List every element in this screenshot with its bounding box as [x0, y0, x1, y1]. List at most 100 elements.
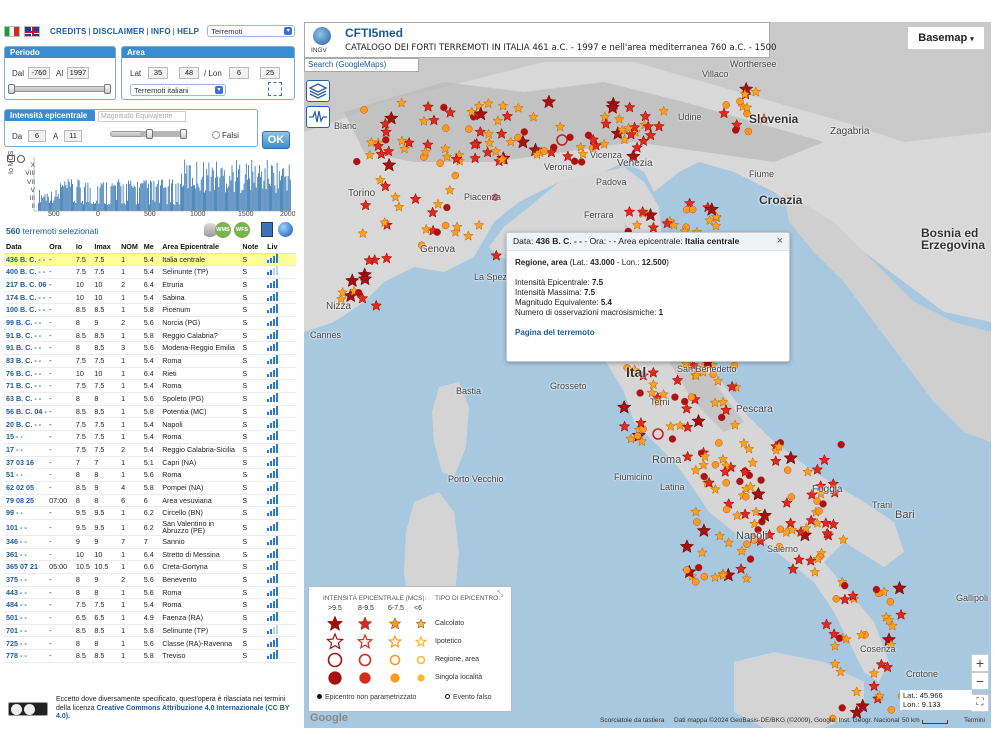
lon-from-input[interactable]: 6 — [229, 67, 249, 79]
cell-liv[interactable] — [265, 278, 296, 292]
earthquake-star-icon[interactable] — [422, 100, 434, 112]
close-icon[interactable]: × — [776, 235, 783, 247]
cell-date[interactable]: 71 B. C. - - — [4, 379, 48, 394]
earthquake-star-icon[interactable] — [379, 117, 392, 129]
earthquake-star-icon[interactable] — [769, 455, 782, 467]
cell-liv[interactable] — [265, 265, 296, 279]
falsi-checkbox[interactable] — [212, 131, 220, 139]
earthquake-star-icon[interactable] — [829, 658, 841, 669]
cell-date[interactable]: 15 - - — [4, 430, 48, 444]
earthquake-star-icon[interactable] — [690, 464, 702, 475]
earthquake-star-icon[interactable] — [449, 226, 461, 237]
earthquake-star-icon[interactable] — [690, 370, 702, 381]
earthquake-star-icon[interactable] — [561, 150, 574, 162]
cell-date[interactable]: 100 B. C. - - — [4, 303, 48, 317]
earthquake-star-icon[interactable] — [359, 199, 372, 211]
help-link[interactable]: HELP — [177, 26, 200, 36]
earthquake-star-icon[interactable] — [738, 437, 750, 448]
earthquake-star-icon[interactable] — [444, 184, 456, 195]
cell-date[interactable]: 346 - - — [4, 535, 48, 549]
earthquake-star-icon[interactable] — [868, 680, 880, 692]
globe-icon[interactable] — [278, 222, 293, 237]
cell-liv[interactable] — [265, 303, 296, 317]
periodo-slider-track[interactable] — [10, 86, 110, 92]
table-row[interactable]: 443 - - -8 8 1 5.6 Roma S — [4, 586, 296, 600]
earthquake-star-icon[interactable] — [372, 140, 385, 152]
earthquake-star-icon[interactable] — [800, 522, 812, 533]
export-icon[interactable] — [261, 222, 273, 237]
earthquake-dot-icon[interactable] — [514, 133, 522, 142]
earthquake-star-icon[interactable] — [829, 640, 841, 651]
earthquake-dot-icon[interactable] — [838, 704, 846, 712]
earthquake-star-icon[interactable] — [661, 217, 674, 229]
cell-date[interactable]: 63 B. C. - - — [4, 392, 48, 406]
earthquake-dot-icon[interactable] — [693, 518, 701, 526]
earthquake-star-icon[interactable] — [895, 608, 907, 620]
earthquake-star-icon[interactable] — [847, 589, 859, 602]
earthquake-dot-icon[interactable] — [828, 714, 837, 723]
earthquake-star-icon[interactable] — [839, 593, 851, 605]
table-row[interactable]: 79 08 25 07:00 8 8 6 6 Area vesuviana S — [4, 494, 296, 508]
cell-date[interactable]: 400 B. C. - - — [4, 265, 48, 279]
earthquake-star-icon[interactable] — [370, 299, 383, 311]
earthquake-star-icon[interactable] — [690, 506, 702, 517]
earthquake-star-icon[interactable] — [883, 614, 895, 626]
earthquake-star-icon[interactable] — [618, 420, 631, 432]
earthquake-star-icon[interactable] — [363, 254, 376, 266]
earthquake-star-icon[interactable] — [751, 486, 766, 501]
cell-date[interactable]: 76 B. C. - - — [4, 367, 48, 381]
earthquake-dot-icon[interactable] — [722, 505, 731, 514]
earthquake-star-icon[interactable] — [735, 562, 747, 575]
draw-area-icon[interactable] — [268, 82, 282, 96]
earthquake-dot-icon[interactable] — [694, 563, 703, 572]
column-header[interactable]: Io — [73, 241, 93, 254]
cell-liv[interactable] — [265, 329, 296, 343]
earthquake-dot-icon[interactable] — [441, 221, 450, 230]
earthquake-star-icon[interactable] — [679, 539, 695, 553]
earthquake-star-icon[interactable] — [647, 366, 660, 378]
earthquake-star-icon[interactable] — [892, 580, 907, 595]
earthquake-star-icon[interactable] — [849, 704, 865, 719]
table-row[interactable]: 15 - - -7.5 7.5 1 5.4 Roma S — [4, 430, 296, 444]
earthquake-star-icon[interactable] — [802, 466, 814, 477]
intensita-slider-end-handle[interactable] — [180, 129, 187, 139]
earthquake-star-icon[interactable] — [490, 249, 503, 261]
cell-liv[interactable] — [265, 443, 296, 457]
earthquake-dot-icon[interactable] — [623, 364, 631, 372]
table-row[interactable]: 37 03 16-7 7 1 5.1 Capri (NA) S — [4, 456, 296, 470]
al-input[interactable]: 1997 — [67, 67, 89, 79]
table-row[interactable]: 217 B. C. 06 - -10 10 2 6.4 Etruria S — [4, 278, 296, 292]
earthquake-dot-icon[interactable] — [711, 461, 720, 469]
earthquake-star-icon[interactable] — [426, 206, 439, 218]
info-link[interactable]: INFO — [150, 26, 171, 36]
collapse-legend-icon[interactable]: ⤡ — [497, 589, 504, 598]
earthquake-star-icon[interactable] — [628, 121, 641, 133]
earthquake-star-icon[interactable] — [747, 457, 759, 468]
column-header[interactable]: NOM — [119, 241, 142, 254]
earthquake-star-icon[interactable] — [418, 115, 430, 126]
cell-liv[interactable] — [265, 535, 296, 549]
terms-link[interactable]: Termini — [964, 717, 985, 724]
table-row[interactable]: 436 B. C. - - -7.5 7.5 1 5.4 Italia centrale S — [4, 253, 296, 267]
cell-date[interactable]: 361 - - — [4, 548, 48, 562]
cell-liv[interactable] — [265, 417, 296, 432]
earthquake-star-icon[interactable] — [691, 413, 706, 428]
earthquake-star-icon[interactable] — [680, 402, 693, 414]
area-select[interactable]: Terremoti italiani ▾ — [130, 84, 226, 96]
earthquake-star-icon[interactable] — [575, 141, 587, 152]
earthquake-dot-icon[interactable] — [722, 101, 730, 109]
dal-input[interactable]: -760 — [28, 67, 50, 79]
earthquake-dot-icon[interactable] — [442, 124, 450, 132]
earthquake-star-icon[interactable] — [644, 129, 657, 141]
earthquake-star-icon[interactable] — [885, 639, 897, 650]
layers-button[interactable] — [306, 80, 330, 102]
table-row[interactable]: 63 B. C. - - -8 8 1 5.6 Spoleto (PG) S — [4, 392, 296, 406]
earthquake-star-icon[interactable] — [874, 690, 885, 701]
earthquake-star-icon[interactable] — [855, 629, 867, 640]
earthquake-star-icon[interactable] — [541, 94, 557, 109]
earthquake-dot-icon[interactable] — [783, 466, 792, 474]
earthquake-star-icon[interactable] — [698, 459, 709, 470]
cell-date[interactable]: 91 B. C. - - — [4, 329, 48, 343]
earthquake-star-icon[interactable] — [739, 465, 752, 478]
table-row[interactable]: 99 B. C. - - -8 9 2 5.6 Norcia (PG) S — [4, 316, 296, 330]
